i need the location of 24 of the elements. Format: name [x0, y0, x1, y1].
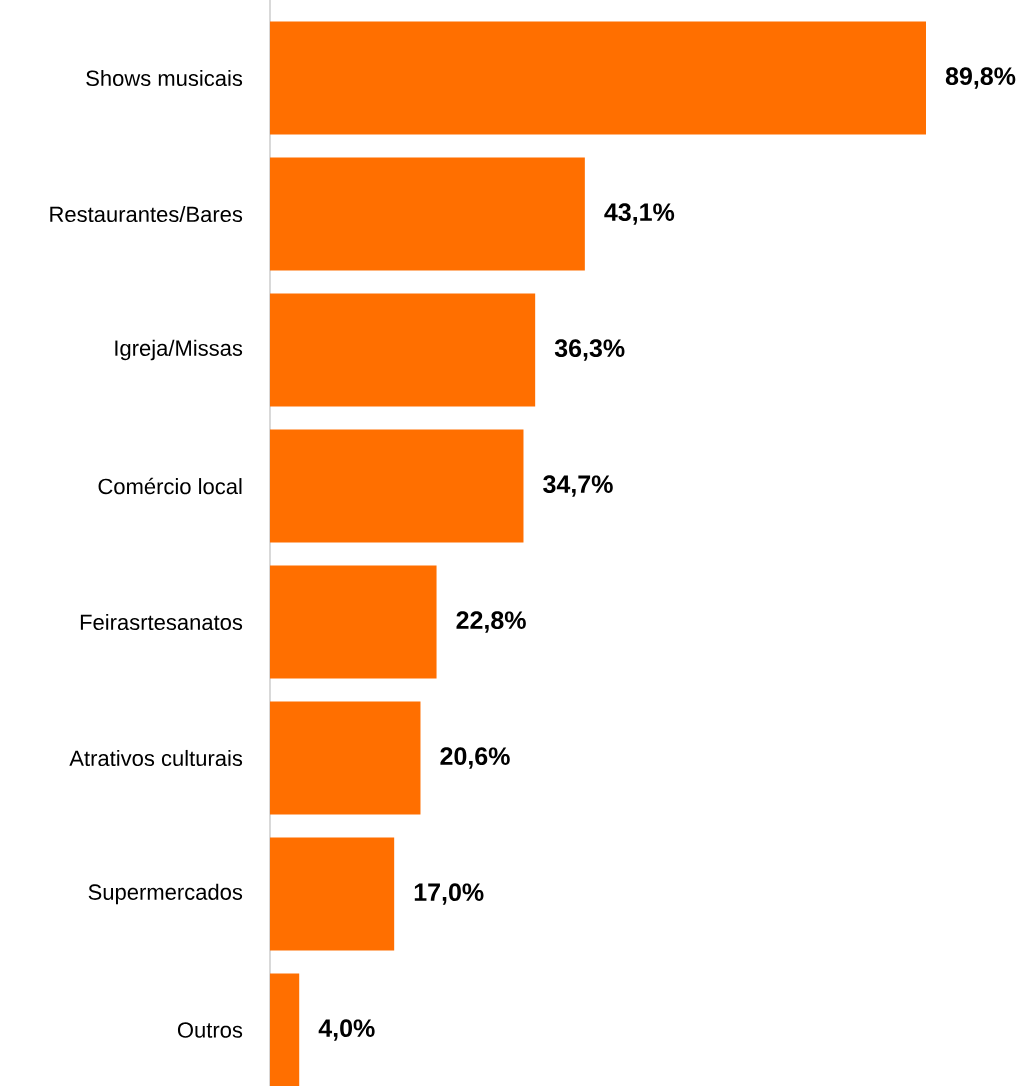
- y-tick-label: Feirasrtesanatos: [80, 613, 243, 631]
- data-label: 4,0%: [318, 1019, 375, 1041]
- bar: [269, 837, 395, 951]
- y-tick-label: Shows musicais: [86, 69, 243, 87]
- bar: [269, 565, 437, 679]
- data-label: 20,6%: [440, 747, 510, 769]
- data-label: 36,3%: [554, 339, 625, 361]
- data-label: 17,0%: [414, 883, 484, 905]
- bar: [269, 429, 524, 543]
- data-label: 34,7%: [543, 475, 613, 497]
- data-label: 89,8%: [945, 67, 1016, 89]
- y-tick-label: Outros: [177, 1022, 243, 1038]
- bar: [269, 157, 585, 271]
- y-tick-label: Comércio local: [98, 477, 242, 495]
- y-tick-label: Igreja/Missas: [115, 339, 243, 361]
- bar: [269, 701, 421, 815]
- y-tick-label: Supermercados: [88, 883, 243, 905]
- bar: [269, 293, 536, 407]
- data-label: 22,8%: [456, 611, 526, 633]
- bar: [269, 21, 926, 135]
- y-tick-label: Restaurantes/Bares: [50, 205, 243, 223]
- bar: [269, 973, 300, 1086]
- y-tick-label: Atrativos culturais: [69, 749, 243, 767]
- data-label: 43,1%: [604, 203, 675, 225]
